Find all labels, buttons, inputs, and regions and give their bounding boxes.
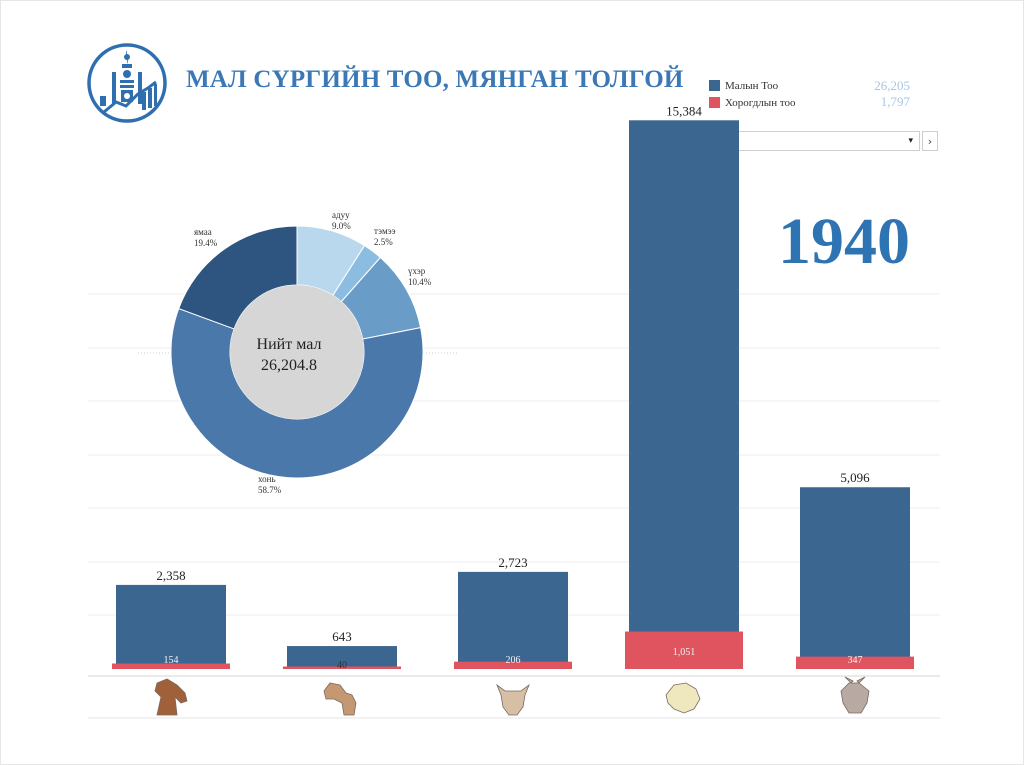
logo-icon: [87, 43, 167, 123]
bar-label-losses: 347: [848, 655, 863, 666]
donut-label-name: үхэр: [408, 266, 426, 276]
bar-livestock-үхэр[interactable]: [458, 571, 568, 669]
legend-swatch-livestock: [709, 80, 720, 91]
bar-label-losses: 206: [506, 655, 521, 666]
bar-label-livestock: 5,096: [840, 470, 870, 485]
total-losses: 1,797: [880, 94, 910, 109]
animal-icons: [154, 676, 870, 716]
camel-icon-shape: [323, 682, 357, 716]
current-year-display: 1940: [778, 205, 910, 278]
donut-center: [230, 285, 364, 419]
chevron-down-icon: ▾: [908, 136, 913, 146]
bar-losses-адуу[interactable]: [112, 663, 230, 669]
donut-center-value: 26,204.8: [261, 357, 317, 374]
bar-label-livestock: 2,358: [156, 568, 185, 583]
bar-losses-тэмээ[interactable]: [283, 666, 401, 670]
bar-losses-ямаа[interactable]: [796, 656, 914, 669]
donut-label-pct: 10.4%: [408, 277, 432, 287]
goat-icon: [840, 676, 870, 714]
legend-label-livestock: Малын Тоо: [725, 79, 779, 92]
legend-label-losses: Хорогдлын тоо: [725, 96, 796, 109]
donut-label-name: ямаа: [194, 227, 212, 237]
legend-swatch-losses: [709, 97, 720, 108]
total-livestock: 26,205: [874, 78, 910, 93]
donut-label-pct: 19.4%: [194, 238, 218, 248]
camel-icon: [323, 682, 357, 716]
bar-losses-үхэр[interactable]: [454, 661, 572, 669]
bar-livestock-хонь[interactable]: [629, 120, 739, 669]
bar-label-losses: 1,051: [673, 647, 696, 658]
legend-item-losses[interactable]: Хорогдлын тоо: [709, 94, 796, 111]
bar-livestock-адуу[interactable]: [116, 584, 226, 669]
bar-label-livestock: 643: [332, 629, 352, 644]
page-title: МАЛ СҮРГИЙН ТОО, МЯНГАН ТОЛГОЙ: [186, 66, 684, 93]
goat-icon-shape: [840, 676, 870, 714]
donut-label-pct: 58.7%: [258, 485, 282, 495]
cow-icon-shape: [496, 683, 530, 716]
sheep-icon-shape: [665, 682, 701, 714]
bar-chart: 2,358 154 643 40 2,723 206 15,384 1,051 5,096 347: [112, 103, 914, 671]
donut-label-name: тэмээ: [374, 226, 396, 236]
donut-center-label: Нийт мал: [257, 336, 322, 353]
bar-label-livestock: 2,723: [498, 555, 527, 570]
legend-totals: 26,205 1,797: [850, 78, 910, 110]
bar-label-losses: 154: [164, 655, 179, 666]
bar-livestock-ямаа[interactable]: [800, 487, 910, 669]
next-year-button[interactable]: ›: [922, 131, 938, 151]
horse-icon: [154, 678, 188, 716]
donut-label-name: хонь: [258, 474, 276, 484]
bar-livestock-тэмээ[interactable]: [287, 646, 397, 669]
donut-label-name: адуу: [332, 210, 350, 220]
cow-icon: [496, 683, 530, 716]
sheep-icon: [665, 682, 701, 714]
donut-label-pct: 9.0%: [332, 221, 351, 231]
legend: Малын Тоо Хорогдлын тоо: [709, 77, 796, 111]
donut-label-pct: 2.5%: [374, 237, 393, 247]
chart-gridlines: [88, 293, 940, 719]
bar-label-losses: 40: [337, 660, 347, 671]
bar-label-livestock: 15,384: [666, 103, 702, 118]
legend-item-livestock[interactable]: Малын Тоо: [709, 77, 796, 94]
bar-losses-хонь[interactable]: [625, 631, 743, 669]
horse-icon-shape: [154, 678, 188, 716]
